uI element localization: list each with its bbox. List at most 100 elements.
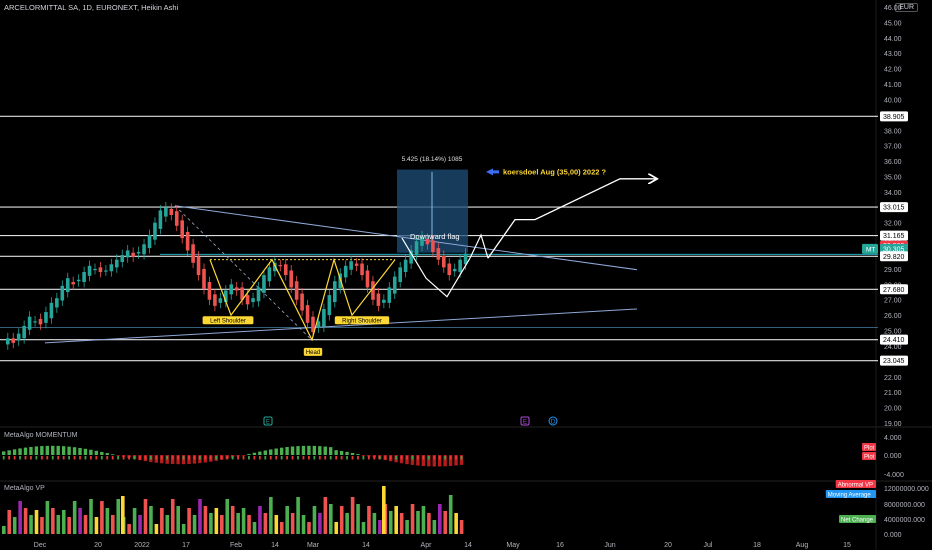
price-tag-bg — [880, 202, 908, 213]
candle-body — [354, 263, 359, 266]
momentum-bar — [258, 451, 262, 455]
momentum-dot — [73, 456, 76, 460]
volume-bar — [427, 513, 431, 534]
momentum-dot — [46, 456, 49, 460]
volume-bar — [187, 508, 191, 534]
candle-body — [392, 276, 397, 294]
volume-bar — [410, 504, 415, 534]
momentum-bar — [269, 449, 273, 455]
momentum-dot — [362, 456, 365, 460]
momentum-dot — [106, 456, 109, 460]
candle-body — [229, 284, 234, 295]
momentum-dot — [188, 456, 190, 460]
candle-body — [273, 262, 277, 272]
momentum-dot — [351, 456, 354, 460]
price-tick-label: 20.00 — [884, 406, 902, 413]
price-tag: 23.045 — [883, 358, 905, 365]
candle-body — [213, 294, 217, 306]
candle-body — [11, 338, 16, 343]
momentum-bar — [170, 455, 175, 465]
candle-body — [115, 259, 119, 268]
momentum-dot — [411, 456, 414, 460]
candle-body — [153, 222, 157, 240]
volume-bar — [247, 515, 251, 534]
price-tick-label: 22.00 — [884, 375, 902, 382]
momentum-dot — [258, 456, 261, 460]
volume-bar — [132, 508, 137, 534]
momentum-bar — [432, 455, 436, 467]
candle-body — [283, 264, 288, 276]
volume-bar — [154, 524, 159, 534]
candle-body — [87, 265, 92, 276]
volume-bar — [105, 508, 110, 534]
time-tick-label: May — [506, 542, 520, 549]
candle-body — [191, 244, 195, 263]
candle-body — [125, 250, 130, 258]
price-tag-bg — [880, 334, 908, 345]
price-tag: 38.905 — [883, 114, 905, 121]
volume-bar — [34, 510, 39, 534]
momentum-bar — [263, 450, 267, 455]
momentum-dot — [122, 456, 125, 460]
volume-bar — [323, 497, 328, 534]
price-tick-label: 44.00 — [884, 36, 902, 43]
event-marker-border — [520, 416, 530, 426]
momentum-dot — [275, 456, 278, 460]
candle-body — [278, 265, 283, 267]
time-tick-label: Mar — [307, 542, 320, 549]
candle-body — [322, 308, 326, 327]
candle-body — [425, 238, 430, 245]
volume-bar — [241, 508, 246, 534]
momentum-dot — [220, 456, 223, 460]
candle-body — [185, 231, 190, 251]
momentum-dot — [302, 456, 305, 460]
currency-badge[interactable]: EUR — [895, 3, 918, 12]
candle-body — [289, 270, 293, 288]
candle-body — [376, 293, 381, 306]
volume-bar — [290, 513, 295, 534]
momentum-tag-bg — [862, 443, 876, 451]
candle-body — [104, 270, 108, 272]
time-tick-label: Feb — [230, 542, 242, 549]
momentum-tick-label: 4.000 — [884, 435, 902, 442]
volume-bar — [263, 513, 268, 534]
candle-body — [224, 290, 228, 303]
time-tick-label: 14 — [464, 542, 472, 549]
volume-bar — [307, 522, 311, 534]
time-tick-label: Jul — [704, 542, 713, 549]
momentum-bar — [448, 455, 453, 466]
price-tick-label: 19.00 — [884, 421, 902, 428]
candle-body — [294, 281, 299, 300]
candle-body — [16, 333, 21, 341]
volume-bar — [220, 515, 224, 534]
price-tick-label: 42.00 — [884, 67, 902, 74]
candle-body — [349, 261, 353, 270]
candle-body — [234, 287, 239, 291]
price-tick-label: 46.00 — [884, 5, 902, 12]
momentum-dot — [378, 456, 381, 460]
momentum-bar — [78, 447, 82, 455]
momentum-dot — [264, 456, 267, 460]
momentum-bar — [334, 450, 338, 455]
vp-tick-label: 0.000 — [884, 532, 902, 539]
volume-bar — [51, 508, 55, 534]
momentum-dot — [30, 456, 32, 460]
momentum-dot — [237, 456, 239, 460]
candle-body — [420, 236, 424, 246]
momentum-dot — [40, 456, 43, 460]
event-marker-border — [548, 416, 558, 426]
volume-bar — [285, 506, 289, 534]
momentum-dot — [133, 456, 136, 460]
momentum-bar — [45, 445, 49, 455]
price-tick-label: 26.00 — [884, 313, 902, 320]
momentum-bar — [454, 455, 458, 466]
candle-body — [218, 298, 223, 303]
volume-bar — [67, 517, 71, 534]
event-marker-e: E — [523, 420, 527, 426]
price-tag: 33.015 — [883, 205, 905, 212]
candle-body — [414, 241, 419, 256]
volume-bar — [192, 515, 197, 534]
momentum-dot — [367, 456, 370, 460]
volume-bar — [61, 510, 66, 534]
